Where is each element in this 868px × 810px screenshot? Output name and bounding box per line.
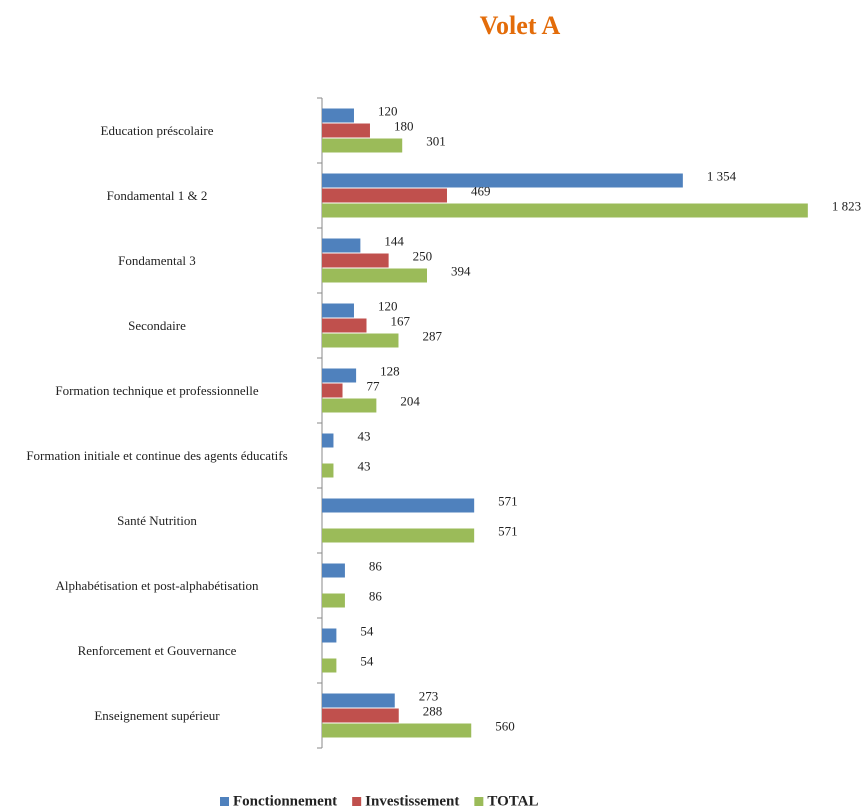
y-tick-label: Alphabétisation et post-alphabétisation [55, 577, 259, 593]
bar [322, 628, 337, 643]
data-label: 287 [422, 328, 442, 343]
bar [322, 433, 334, 448]
data-label: 77 [367, 378, 381, 393]
bar [322, 593, 345, 608]
data-label: 301 [426, 133, 446, 148]
bar [322, 498, 475, 513]
legend-label: Fonctionnement [233, 793, 337, 809]
bar [322, 203, 808, 218]
bar [322, 318, 367, 333]
y-tick-label: Formation technique et professionnelle [55, 382, 259, 398]
data-label: 86 [369, 588, 383, 603]
data-label: 288 [423, 703, 443, 718]
y-tick-label: Formation initiale et continue des agent… [26, 447, 288, 463]
bar [322, 108, 354, 123]
data-label: 54 [360, 623, 374, 638]
data-label: 273 [419, 688, 439, 703]
data-label: 54 [360, 653, 374, 668]
data-label: 86 [369, 558, 383, 573]
y-tick-label: Fondamental 1 & 2 [106, 187, 208, 203]
data-label: 571 [498, 523, 518, 538]
y-tick-label: Renforcement et Gouvernance [77, 642, 237, 658]
bar [322, 658, 337, 673]
bar [322, 303, 354, 318]
data-label: 1 354 [707, 168, 737, 183]
bar [322, 368, 357, 383]
bar [322, 123, 370, 138]
data-label: 120 [378, 103, 398, 118]
data-label: 180 [394, 118, 414, 133]
data-label: 167 [391, 313, 411, 328]
bar [322, 333, 399, 348]
data-label: 250 [413, 248, 433, 263]
y-tick-label: Enseignement supérieur [94, 707, 220, 723]
data-label: 560 [495, 718, 515, 733]
legend-label: TOTAL [487, 793, 538, 809]
bar [322, 188, 447, 203]
data-label: 144 [384, 233, 404, 248]
bar [322, 693, 395, 708]
legend-label: Investissement [365, 793, 459, 809]
data-label: 120 [378, 298, 398, 313]
bar [322, 723, 472, 738]
bar [322, 563, 345, 578]
data-label: 43 [357, 458, 370, 473]
bar [322, 253, 389, 268]
data-label: 204 [400, 393, 420, 408]
y-tick-label: Fondamental 3 [118, 252, 196, 268]
legend-swatch [474, 797, 484, 806]
data-label: 571 [498, 493, 518, 508]
chart-title: Volet A [480, 11, 561, 40]
bar [322, 173, 683, 188]
bar [322, 708, 399, 723]
bar [322, 463, 334, 478]
y-tick-label: Education préscolaire [100, 122, 214, 138]
bar [322, 398, 377, 413]
bar [322, 383, 343, 398]
bar [322, 528, 475, 543]
legend-swatch [352, 797, 362, 806]
y-tick-label: Santé Nutrition [117, 512, 197, 528]
data-label: 43 [357, 428, 370, 443]
bar [322, 268, 428, 283]
bar [322, 238, 361, 253]
data-label: 1 823 [832, 198, 861, 213]
data-label: 128 [380, 363, 400, 378]
bar [322, 138, 403, 153]
legend-swatch [220, 797, 229, 806]
y-tick-label: Secondaire [128, 317, 186, 333]
data-label: 394 [451, 263, 471, 278]
data-label: 469 [471, 183, 491, 198]
